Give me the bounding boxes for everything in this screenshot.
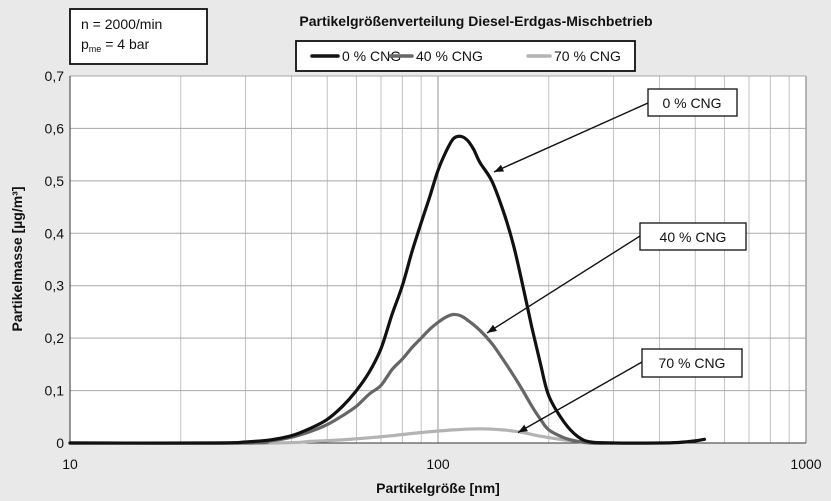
annotation-70-cng: 70 % CNG [517, 348, 743, 434]
y-tick-label: 0 [56, 435, 64, 451]
y-tick-labels: 0 0,1 0,2 0,3 0,4 0,5 0,6 0,7 [45, 68, 65, 451]
series-line-0-cng [68, 134, 707, 445]
grid-lines [70, 75, 807, 443]
annotation-0-cng-box [647, 88, 738, 117]
y-tick-label: 0,4 [45, 225, 65, 241]
series-line-40-cng [68, 312, 616, 445]
annotation-0-cng-label: 0 % CNG [662, 95, 721, 111]
series-lines [68, 134, 707, 445]
legend-label-40-cng: 40 % CNG [416, 48, 483, 64]
annotation-0-cng: 0 % CNG [493, 88, 738, 173]
x-tick-label: 10 [62, 456, 78, 472]
series-line-70-cng [68, 427, 616, 445]
info-box: n = 2000/min pme = 4 bar [69, 8, 208, 65]
annotation-arrowhead [487, 324, 497, 333]
annotation-70-cng-arrow [517, 361, 643, 434]
x-tick-labels: 10 100 1000 [62, 456, 822, 472]
legend-label-0-cng: 0 % CNG [342, 48, 401, 64]
pressure-value: = 4 bar [101, 36, 149, 52]
pressure-subscript: me [89, 44, 102, 54]
pressure-symbol: p [81, 36, 89, 52]
annotation-0-cng-arrow [493, 102, 649, 173]
y-axis-label: Partikelmasse [µg/m³] [9, 186, 25, 331]
x-axis-label: Partikelgröße [nm] [376, 480, 500, 496]
x-tick-label: 1000 [790, 456, 821, 472]
annotation-arrowhead [518, 424, 528, 433]
annotation-arrowhead [494, 164, 505, 172]
annotation-40-cng: 40 % CNG [486, 222, 747, 334]
y-tick-label: 0,1 [45, 383, 65, 399]
y-tick-label: 0,5 [45, 173, 65, 189]
y-tick-label: 0,7 [45, 68, 65, 84]
y-tick-label: 0,3 [45, 278, 65, 294]
legend-frame [295, 40, 636, 72]
x-tick-label: 100 [426, 456, 450, 472]
annotation-40-cng-box [639, 222, 747, 251]
y-tick-label: 0,2 [45, 330, 65, 346]
legend-label-70-cng: 70 % CNG [554, 48, 621, 64]
y-tick-label: 0,6 [45, 120, 65, 136]
annotation-40-cng-label: 40 % CNG [660, 229, 727, 245]
annotation-70-cng-label: 70 % CNG [659, 355, 726, 371]
chart-title: Partikelgrößenverteilung Diesel-Erdgas-M… [299, 13, 652, 29]
legend: 0 % CNG 40 % CNG 70 % CNG [295, 40, 636, 72]
info-box-speed: n = 2000/min [81, 16, 162, 32]
info-box-frame [69, 8, 208, 65]
annotation-70-cng-box [641, 348, 743, 378]
annotation-40-cng-arrow [486, 235, 641, 334]
info-box-pressure: pme = 4 bar [81, 36, 150, 54]
